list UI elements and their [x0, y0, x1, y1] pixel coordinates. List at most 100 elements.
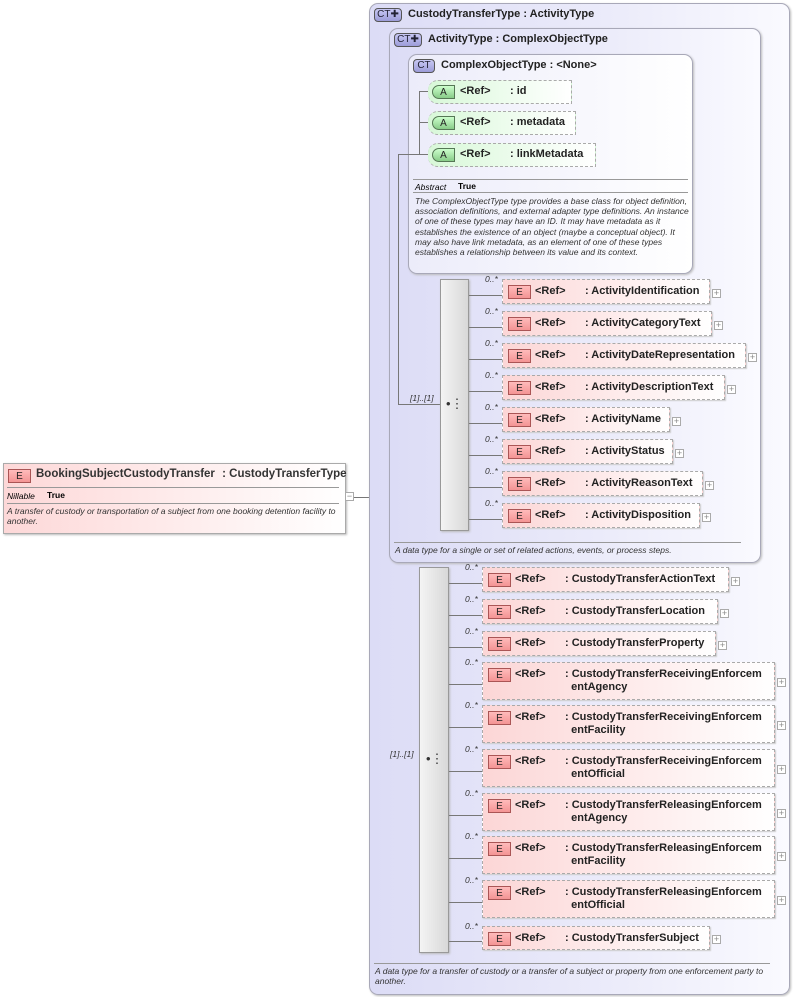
element-icon: E [508, 381, 531, 395]
nillable-label: Nillable [7, 491, 35, 501]
expand-icon[interactable]: + [748, 351, 757, 362]
connector [449, 614, 482, 616]
expand-icon[interactable]: + [777, 677, 786, 687]
element-multiplicity: 0..* [485, 274, 498, 284]
element-multiplicity: 0..* [465, 657, 478, 667]
attribute-name: : id [510, 85, 527, 97]
connector [398, 404, 440, 405]
expand-icon[interactable]: + [702, 511, 711, 522]
collapse-toggle[interactable]: − [345, 491, 354, 501]
element-name: : CustodyTransferReleasingEnforcem entFa… [565, 842, 762, 867]
element-multiplicity: 0..* [485, 466, 498, 476]
connector [398, 154, 419, 155]
connector [449, 771, 482, 772]
connector [398, 154, 399, 404]
connector [449, 727, 482, 728]
divider [413, 179, 688, 180]
element-icon: E [488, 842, 511, 856]
element-ref: <Ref> [535, 349, 566, 361]
attribute-name: : metadata [510, 116, 566, 128]
element-1[interactable]: E <Ref>: CustodyTransferActionText [482, 567, 729, 592]
element-4[interactable]: E <Ref>: CustodyTransferReceivingEnforcem… [482, 662, 775, 700]
element-multiplicity: 0..* [465, 594, 478, 604]
root-element-title: BookingSubjectCustodyTransfer : CustodyT… [36, 468, 347, 480]
connector [469, 486, 502, 488]
element-multiplicity: 0..* [465, 562, 478, 572]
element-1[interactable]: E <Ref>: ActivityIdentification [502, 279, 710, 304]
element-4[interactable]: E <Ref> : ActivityDescriptionText [502, 375, 725, 400]
divider [7, 487, 339, 488]
element-6[interactable]: E <Ref>: ActivityStatus [502, 439, 673, 464]
divider [7, 503, 339, 504]
connector [449, 815, 482, 816]
element-8[interactable]: E <Ref>: CustodyTransferReleasingEnforcem… [482, 836, 775, 874]
connector [449, 684, 482, 685]
element-multiplicity: 0..* [485, 338, 498, 348]
element-name: : CustodyTransferReleasingEnforcem entAg… [565, 799, 762, 824]
element-5[interactable]: E <Ref>: ActivityName [502, 407, 670, 432]
element-name: : CustodyTransferLocation [565, 605, 705, 617]
element-10[interactable]: E <Ref>: CustodyTransferSubject [482, 926, 710, 950]
attribute-name: : linkMetadata [510, 148, 584, 160]
element-3[interactable]: E <Ref>: ActivityDateRepresentation [502, 343, 746, 368]
connector [469, 422, 502, 424]
connector [449, 858, 482, 859]
connector [449, 941, 482, 942]
expand-icon[interactable]: + [712, 287, 721, 298]
root-element-box[interactable]: E BookingSubjectCustodyTransfer : Custod… [3, 463, 347, 534]
expand-icon[interactable]: + [672, 415, 681, 426]
element-name: : ActivityDescriptionText [585, 381, 714, 393]
element-8[interactable]: E <Ref>: ActivityDisposition [502, 503, 700, 528]
expand-icon[interactable]: + [777, 851, 786, 861]
attribute-icon: A [432, 85, 455, 99]
element-name: : CustodyTransferActionText [565, 573, 716, 585]
sequence-icon: •⋮ [446, 396, 464, 411]
sequence-compositor[interactable]: •⋮ [440, 279, 469, 531]
expand-icon[interactable]: + [705, 479, 714, 490]
element-ref: <Ref> [515, 755, 546, 767]
attribute-2[interactable]: A <Ref>: metadata [428, 111, 576, 135]
element-ref: <Ref> [515, 637, 546, 649]
complex-type-icon: CT✚ [374, 8, 402, 22]
expand-icon[interactable]: + [718, 639, 727, 650]
element-ref: <Ref> [535, 285, 566, 297]
expand-icon[interactable]: + [777, 895, 786, 905]
expand-icon[interactable]: + [675, 447, 684, 458]
expand-icon[interactable]: + [777, 764, 786, 774]
connector [469, 518, 502, 520]
element-5[interactable]: E <Ref>: CustodyTransferReceivingEnforcem… [482, 705, 775, 743]
element-ref: <Ref> [515, 711, 546, 723]
element-2[interactable]: E <Ref>: CustodyTransferLocation [482, 599, 718, 624]
connector [469, 326, 502, 328]
connector [354, 497, 380, 498]
expand-icon[interactable]: + [714, 319, 723, 330]
element-icon: E [508, 445, 531, 459]
sequence-compositor[interactable]: •⋮ [419, 567, 449, 953]
attribute-3[interactable]: A <Ref>: linkMetadata [428, 143, 596, 167]
element-7[interactable]: E <Ref>: CustodyTransferReleasingEnforcem… [482, 793, 775, 831]
element-9[interactable]: E <Ref>: CustodyTransferReleasingEnforcem… [482, 880, 775, 918]
element-icon: E [488, 711, 511, 725]
element-ref: <Ref> [515, 932, 546, 944]
activity-type-header: ActivityType : ComplexObjectType [428, 33, 608, 45]
expand-icon[interactable]: + [727, 383, 736, 394]
expand-icon[interactable]: + [720, 607, 729, 618]
expand-icon[interactable]: + [777, 720, 786, 730]
connector [419, 91, 429, 92]
element-6[interactable]: E <Ref>: CustodyTransferReceivingEnforcem… [482, 749, 775, 787]
activity-description: A data type for a single or set of relat… [395, 545, 672, 555]
expand-icon[interactable]: + [731, 575, 740, 586]
expand-icon[interactable]: + [712, 934, 721, 944]
element-3[interactable]: E <Ref>: CustodyTransferProperty [482, 631, 716, 656]
attribute-1[interactable]: A <Ref>: id [428, 80, 572, 104]
expand-icon[interactable]: + [777, 808, 786, 818]
element-name: : ActivityStatus [585, 445, 665, 457]
element-icon: E [488, 605, 511, 619]
element-ref: <Ref> [515, 886, 546, 898]
element-7[interactable]: E <Ref>: ActivityReasonText [502, 471, 703, 496]
element-ref: <Ref> [535, 381, 566, 393]
connector [469, 358, 502, 360]
complex-type-badge: CT [377, 9, 391, 20]
element-multiplicity: 0..* [465, 744, 478, 754]
element-2[interactable]: E <Ref>: ActivityCategoryText [502, 311, 712, 336]
